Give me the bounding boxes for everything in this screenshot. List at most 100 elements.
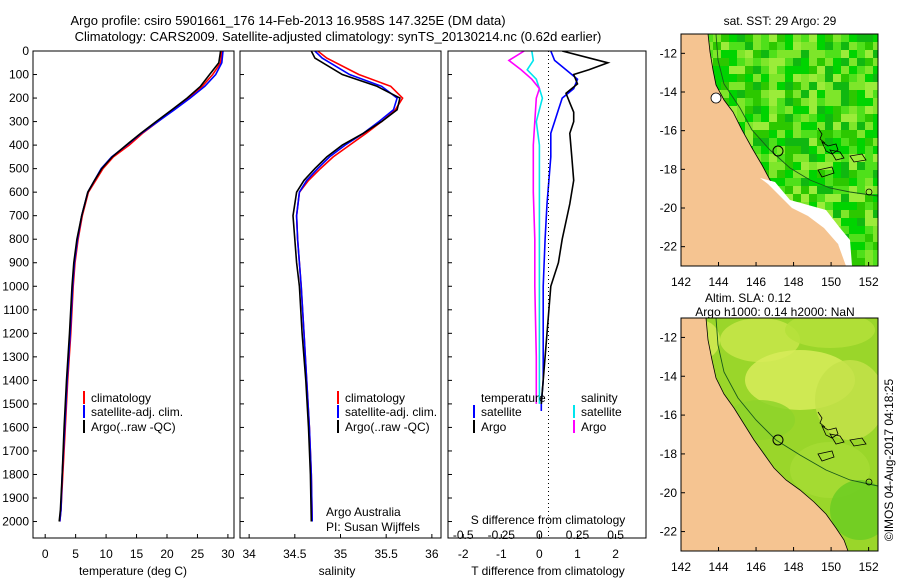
x-tick-label: 25 xyxy=(191,547,205,561)
sst-pixel xyxy=(841,106,849,114)
sst-pixel xyxy=(865,170,873,178)
sst-pixel xyxy=(801,122,809,130)
sst-pixel xyxy=(825,178,833,186)
sst-pixel xyxy=(825,114,833,122)
sst-pixel xyxy=(713,74,721,82)
sst-pixel xyxy=(865,194,873,202)
sst-pixel xyxy=(753,106,761,114)
lat-tick-label: -14 xyxy=(660,369,678,383)
sst-pixel xyxy=(833,82,841,90)
sst-pixel xyxy=(801,106,809,114)
sst-pixel xyxy=(745,58,753,66)
sst-pixel xyxy=(833,194,841,202)
sst-pixel xyxy=(801,194,809,202)
argo-location-marker xyxy=(772,145,784,157)
sst-pixel xyxy=(849,98,857,106)
sst-pixel xyxy=(857,234,865,242)
sst-pixel xyxy=(873,34,878,42)
sst-pixel xyxy=(745,82,753,90)
sst-pixel xyxy=(873,234,878,242)
sst-pixel xyxy=(849,154,857,162)
sst-pixel xyxy=(825,106,833,114)
argo-location-marker-sla xyxy=(772,434,784,446)
sst-pixel xyxy=(841,66,849,74)
sst-pixel xyxy=(721,90,729,98)
sst-pixel xyxy=(817,146,825,154)
sst-pixel xyxy=(769,82,777,90)
lon-tick-label: 148 xyxy=(784,560,804,574)
s-tick-label: 0 xyxy=(536,528,543,542)
sla-reef-contours xyxy=(817,411,867,462)
sst-pixel xyxy=(793,162,801,170)
sst-pixel xyxy=(825,122,833,130)
sst-pixel xyxy=(817,122,825,130)
sst-pixel xyxy=(729,82,737,90)
sst-pixel xyxy=(825,202,833,210)
temperature-legend: climatology satellite-adj. clim. Argo(..… xyxy=(83,391,183,434)
sst-pixel xyxy=(841,90,849,98)
sst-pixel xyxy=(785,146,793,154)
sst-pixel xyxy=(857,106,865,114)
depth-tick-label: 100 xyxy=(9,68,29,82)
sst-pixel xyxy=(801,58,809,66)
sst-pixel xyxy=(761,34,769,42)
sst-pixel xyxy=(825,146,833,154)
lon-tick-label: 146 xyxy=(746,275,766,289)
sst-pixel xyxy=(857,154,865,162)
sst-pixel xyxy=(801,130,809,138)
sst-pixel xyxy=(865,210,873,218)
salinity-panel: 34 34.5 35 35.5 36 salinity climatology sate… xyxy=(239,50,442,578)
depth-tick-label: 400 xyxy=(9,138,29,152)
sst-pixel xyxy=(825,82,833,90)
sst-pixel xyxy=(873,98,878,106)
sst-pixel xyxy=(857,34,865,42)
x-tick-label: -1 xyxy=(496,547,507,561)
sst-pixel xyxy=(849,82,857,90)
sst-pixel xyxy=(809,42,817,50)
sst-pixel xyxy=(721,58,729,66)
sst-pixel xyxy=(809,122,817,130)
sst-pixel xyxy=(793,98,801,106)
sst-pixel xyxy=(833,154,841,162)
sst-pixel xyxy=(793,178,801,186)
sst-pixel xyxy=(769,74,777,82)
sst-reef-white xyxy=(760,178,852,266)
sst-pixel xyxy=(801,162,809,170)
sst-pixel xyxy=(793,122,801,130)
depth-tick-label: 1300 xyxy=(2,350,29,364)
sst-pixel xyxy=(849,106,857,114)
sst-pixel xyxy=(745,74,753,82)
sst-pixel xyxy=(849,258,857,266)
sst-pixel xyxy=(833,90,841,98)
sst-pixel xyxy=(777,106,785,114)
sst-pixel xyxy=(729,42,737,50)
series-salinity-satellite xyxy=(526,51,544,404)
sst-pixel xyxy=(841,210,849,218)
x-tick-label: -2 xyxy=(458,547,469,561)
sst-pixel xyxy=(849,170,857,178)
sst-pixel xyxy=(777,122,785,130)
lon-tick-label: 150 xyxy=(821,275,841,289)
sst-pixel xyxy=(753,138,761,146)
sst-pixel xyxy=(857,122,865,130)
sst-pixel xyxy=(777,114,785,122)
sst-pixel xyxy=(793,194,801,202)
sst-pixel xyxy=(809,154,817,162)
sst-pixel xyxy=(817,34,825,42)
sla-blob xyxy=(720,318,800,362)
sst-pixel xyxy=(865,114,873,122)
sst-pixel xyxy=(793,138,801,146)
sst-pixel xyxy=(849,130,857,138)
sst-pixel xyxy=(873,194,878,202)
depth-tick-label: 1600 xyxy=(2,420,29,434)
sst-pixel xyxy=(873,138,878,146)
sst-pixel xyxy=(769,106,777,114)
sst-pixel xyxy=(849,42,857,50)
figure-title-line2: Climatology: CARS2009. Satellite-adjuste… xyxy=(75,29,602,44)
sst-pixel xyxy=(809,186,817,194)
sst-pixel xyxy=(865,234,873,242)
legend-label-temp-argo: Argo xyxy=(481,420,507,434)
sst-pixel xyxy=(849,50,857,58)
sst-pixel xyxy=(825,154,833,162)
sst-pixel xyxy=(841,42,849,50)
